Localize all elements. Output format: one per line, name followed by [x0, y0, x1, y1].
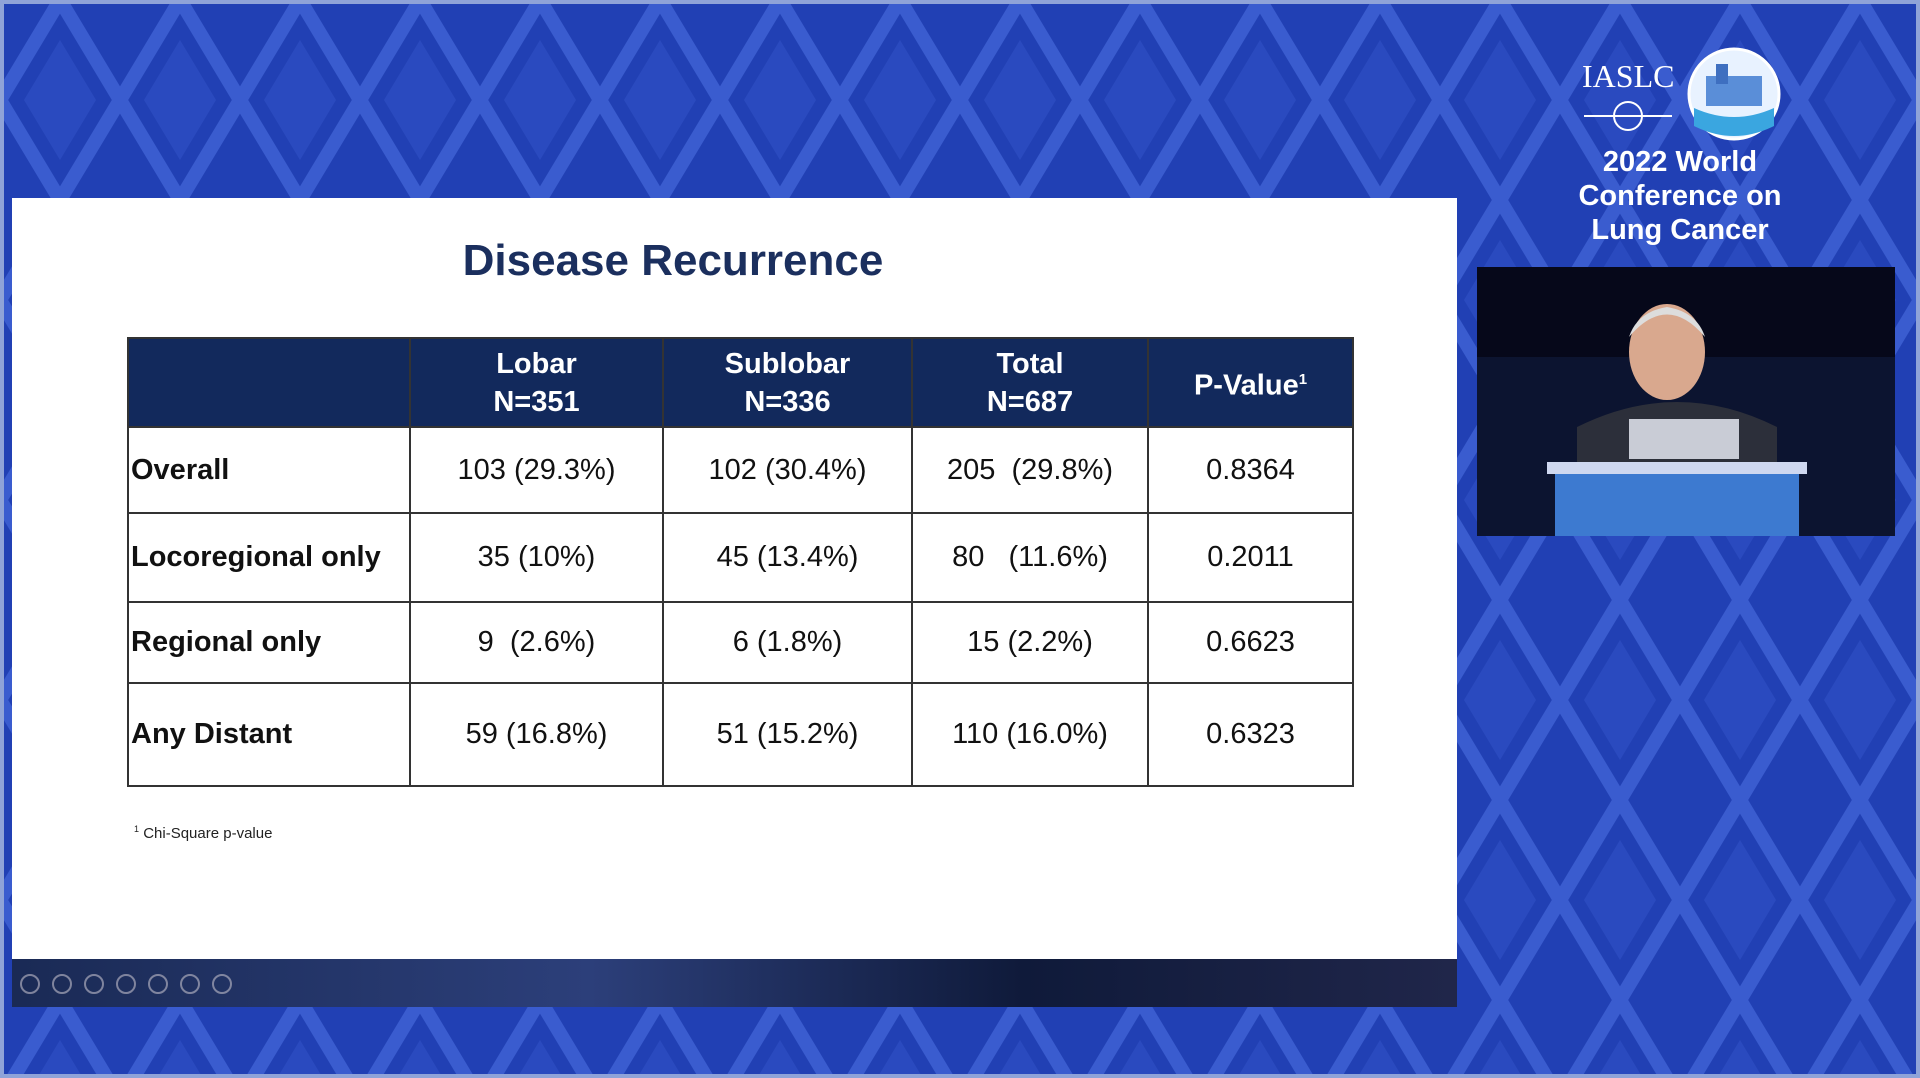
table-cell: 51 (15.2%) — [662, 682, 913, 787]
table-cell: 102 (30.4%) — [662, 426, 913, 514]
speaker-scene — [1477, 267, 1895, 536]
row-label: Any Distant — [127, 682, 411, 787]
footnote: 1 Chi-Square p-value — [134, 824, 272, 842]
row-label: Locoregional only — [127, 512, 411, 603]
header-cell: Lobar N=351 — [409, 337, 664, 428]
toolbar-icon[interactable] — [84, 974, 104, 994]
table-cell: 9 (2.6%) — [409, 601, 664, 684]
table-row: Locoregional only 35 (10%) 45 (13.4%) 80 (1… — [127, 512, 1354, 603]
table-cell: 110 (16.0%) — [911, 682, 1149, 787]
footnote-text: Chi-Square p-value — [143, 825, 273, 842]
table-cell: 103 (29.3%) — [409, 426, 664, 514]
table-cell: 35 (10%) — [409, 512, 664, 603]
toolbar-icon[interactable] — [20, 974, 40, 994]
org-logo-text: IASLC — [1582, 58, 1675, 94]
player-toolbar — [12, 959, 1457, 1007]
header-cell: Sublobar N=336 — [662, 337, 913, 428]
header-line: N=687 — [986, 385, 1074, 418]
toolbar-icon[interactable] — [52, 974, 72, 994]
header-line: Sublobar — [724, 347, 851, 380]
header-cell: Total N=687 — [911, 337, 1149, 428]
table-cell: 6 (1.8%) — [662, 601, 913, 684]
header-line: Total — [996, 347, 1064, 380]
header-line: N=351 — [493, 385, 580, 418]
toolbar-icon[interactable] — [180, 974, 200, 994]
conference-logo — [1687, 47, 1781, 141]
header-row: Lobar N=351 Sublobar N=336 Total N=687 P-Va… — [127, 337, 1354, 428]
table-cell: 59 (16.8%) — [409, 682, 664, 787]
table-cell: 0.6623 — [1147, 601, 1354, 684]
table-cell: 205 (29.8%) — [911, 426, 1149, 514]
table-row: Regional only 9 (2.6%) 6 (1.8%) 15 (2.2%) 0.… — [127, 601, 1354, 684]
superscript: 1 — [1298, 370, 1308, 388]
recurrence-table: Lobar N=351 Sublobar N=336 Total N=687 P-Va… — [127, 337, 1354, 787]
table-cell: 0.2011 — [1147, 512, 1354, 603]
conference-line: 2022 World — [1602, 146, 1758, 178]
footnote-mark: 1 — [134, 824, 140, 834]
header-cell: P-Value1 — [1147, 337, 1354, 428]
conference-line: Lung Cancer — [1591, 214, 1769, 246]
slide-title: Disease Recurrence — [462, 236, 884, 285]
org-emblem — [1584, 101, 1672, 131]
header-line: N=336 — [744, 385, 831, 418]
table-cell: 80 (11.6%) — [911, 512, 1149, 603]
toolbar-icon[interactable] — [212, 974, 232, 994]
toolbar-icon[interactable] — [116, 974, 136, 994]
table-cell: 15 (2.2%) — [911, 601, 1149, 684]
toolbar-icon[interactable] — [148, 974, 168, 994]
conference-line: Conference on — [1578, 180, 1782, 212]
header-line: P-Value — [1193, 369, 1299, 402]
row-label: Regional only — [127, 601, 411, 684]
speaker-video — [1477, 267, 1895, 536]
conference-name: 2022 World Conference on Lung Cancer — [1540, 145, 1820, 247]
header-cell — [127, 337, 411, 428]
row-label: Overall — [127, 426, 411, 514]
table-cell: 0.6323 — [1147, 682, 1354, 787]
header-line: Lobar — [496, 347, 577, 380]
table-cell: 0.8364 — [1147, 426, 1354, 514]
table-cell: 45 (13.4%) — [662, 512, 913, 603]
table-row: Overall 103 (29.3%) 102 (30.4%) 205 (29.8%)… — [127, 426, 1354, 514]
table-row: Any Distant 59 (16.8%) 51 (15.2%) 110 (16.0… — [127, 682, 1354, 787]
